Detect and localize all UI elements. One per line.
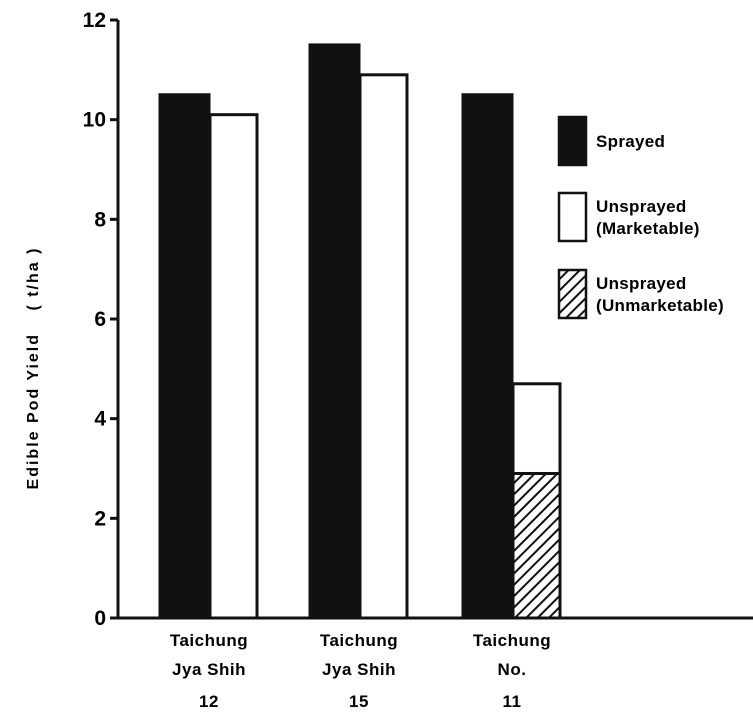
- bars: [158, 43, 562, 620]
- bar-sprayed: [308, 43, 361, 620]
- category-label: Jya Shih: [172, 660, 246, 679]
- y-axis-title: Edible Pod Yield ( t/ha ): [25, 247, 42, 490]
- y-tick-label: 8: [94, 208, 106, 231]
- bar-unsprayed-marketable: [208, 113, 259, 620]
- category-label: 15: [349, 692, 369, 711]
- category-label: 12: [199, 692, 219, 711]
- legend-swatch: [557, 115, 588, 167]
- bar-sprayed: [158, 93, 211, 620]
- bar-unsprayed-marketable: [511, 382, 562, 475]
- y-axis-title-text: Edible Pod Yield: [25, 333, 42, 489]
- bar-sprayed: [461, 93, 514, 620]
- category-labels: Taichung Jya Shih 12 Taichung Jya Shih 15 Taic…: [170, 631, 551, 711]
- category-label: Taichung: [320, 631, 398, 650]
- y-tick-label: 6: [94, 308, 106, 331]
- category-label: 11: [503, 692, 522, 711]
- category-label: No.: [498, 660, 527, 679]
- category-label: Taichung: [473, 631, 551, 650]
- y-tick-label: 0: [94, 607, 106, 630]
- y-tick-label: 10: [83, 109, 106, 132]
- legend-label: Sprayed: [596, 132, 665, 151]
- legend-label: (Unmarketable): [596, 296, 724, 315]
- y-ticks: 0 2 4 6 8 10 12: [83, 9, 118, 630]
- legend-swatch: [557, 268, 588, 320]
- legend: Sprayed Unsprayed (Marketable) Unsprayed (Un…: [557, 115, 724, 320]
- legend-label: Unsprayed: [596, 274, 687, 293]
- bar-unsprayed-marketable: [358, 73, 409, 620]
- category-label: Taichung: [170, 631, 248, 650]
- category-label: Jya Shih: [322, 660, 396, 679]
- legend-label: Unsprayed: [596, 197, 687, 216]
- y-tick-label: 4: [94, 408, 106, 431]
- y-axis-unit: ( t/ha ): [25, 247, 42, 311]
- legend-swatch: [557, 191, 588, 243]
- y-tick-label: 2: [94, 507, 106, 530]
- legend-label: (Marketable): [596, 219, 700, 238]
- y-tick-label: 12: [83, 9, 106, 32]
- bar-unsprayed-unmarketable: [511, 471, 562, 620]
